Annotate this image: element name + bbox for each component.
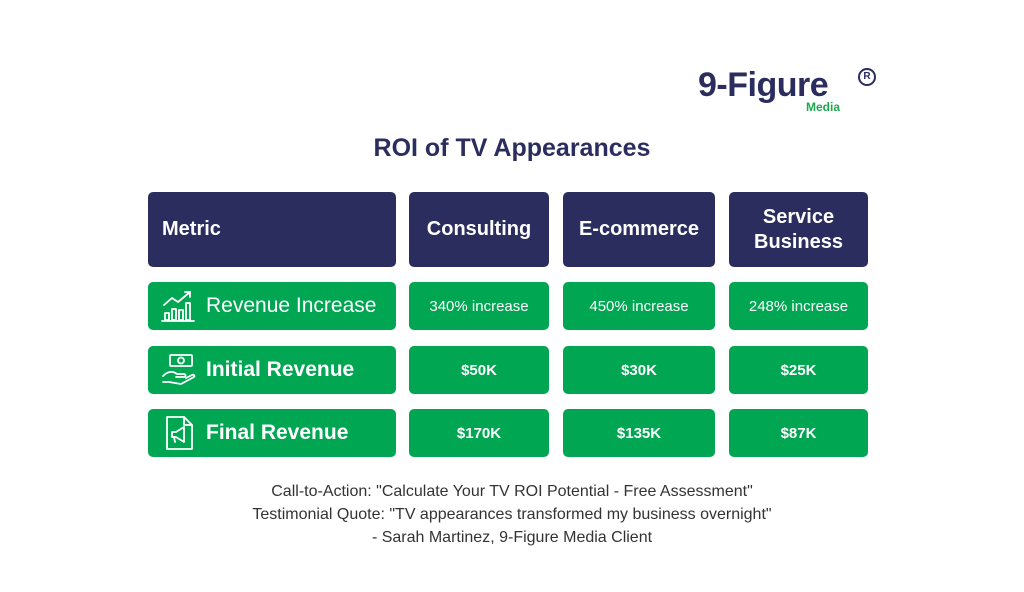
cell-ecommerce-initial-revenue: $30K [563,346,715,394]
row-label-final-revenue: Final Revenue [148,409,396,457]
cell-value: $87K [780,424,817,442]
cell-consulting-initial-revenue: $50K [409,346,549,394]
cell-service-final-revenue: $87K [729,409,868,457]
header-metric: Metric [148,192,396,267]
cell-service-revenue-increase: 248% increase [729,282,868,330]
cell-ecommerce-final-revenue: $135K [563,409,715,457]
registered-mark: R [858,68,876,86]
logo-subtext: Media [806,100,841,114]
cell-value: $50K [461,361,497,379]
logo-wordmark: 9-Figure [698,66,829,104]
cell-value: 450% increase [589,297,689,315]
cell-service-initial-revenue: $25K [729,346,868,394]
row-label-text: Final Revenue [206,421,349,444]
row-label-revenue-increase: Revenue Increase [148,282,396,330]
cell-ecommerce-revenue-increase: 450% increase [563,282,715,330]
cell-value: 248% increase [748,297,849,315]
cell-value: $30K [621,361,657,379]
cell-value: $135K [616,424,662,442]
header-service-business-label: Service Business [754,205,843,253]
call-to-action-text: Call-to-Action: "Calculate Your TV ROI P… [271,483,753,500]
row-label-initial-revenue: Initial Revenue [148,346,396,394]
cell-consulting-revenue-increase: 340% increase [409,282,549,330]
testimonial-attribution: - Sarah Martinez, 9-Figure Media Client [371,529,653,546]
money-hand-icon [162,354,196,385]
growth-chart-icon [161,291,195,322]
footer-notes: Call-to-Action: "Calculate Your TV ROI P… [0,480,1024,549]
page-title: ROI of TV Appearances [373,134,651,162]
brand-logo: 9-Figure R Media [698,66,888,116]
testimonial-quote: Testimonial Quote: "TV appearances trans… [252,506,772,523]
header-consulting-label: Consulting [426,218,532,240]
row-label-text: Initial Revenue [206,358,355,381]
cell-consulting-final-revenue: $170K [409,409,549,457]
megaphone-document-icon [166,416,193,450]
header-service-business: Service Business [729,192,868,267]
header-metric-label: Metric [162,218,221,240]
row-label-text: Revenue Increase [206,294,377,317]
header-ecommerce-label: E-commerce [578,218,700,240]
header-ecommerce: E-commerce [563,192,715,267]
cell-value: $25K [780,361,817,379]
header-consulting: Consulting [409,192,549,267]
cell-value: 340% increase [429,297,529,315]
cell-value: $170K [456,424,502,442]
